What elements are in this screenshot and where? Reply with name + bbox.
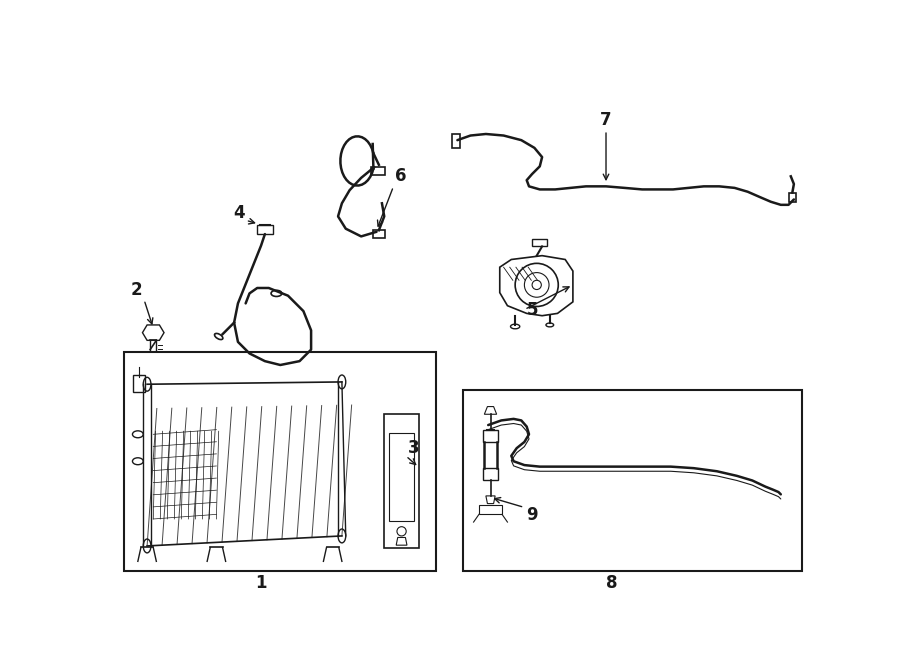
Text: 8: 8 <box>606 574 617 592</box>
Bar <box>532 239 547 247</box>
Bar <box>482 430 499 442</box>
Bar <box>373 230 385 238</box>
Bar <box>371 167 385 175</box>
Bar <box>257 225 273 234</box>
Text: 9: 9 <box>526 506 538 524</box>
Text: 3: 3 <box>408 439 419 457</box>
Text: 7: 7 <box>600 111 612 129</box>
Bar <box>463 391 802 571</box>
Bar <box>124 352 436 571</box>
Bar <box>482 468 499 481</box>
Bar <box>788 192 796 202</box>
Bar <box>452 134 460 148</box>
Bar <box>479 505 502 514</box>
Bar <box>133 375 145 392</box>
Bar <box>389 433 414 522</box>
Text: 4: 4 <box>234 204 246 221</box>
Bar <box>384 414 419 548</box>
Text: 1: 1 <box>256 574 266 592</box>
Text: 6: 6 <box>395 167 407 185</box>
Text: 5: 5 <box>526 301 538 319</box>
Text: 2: 2 <box>130 280 142 299</box>
